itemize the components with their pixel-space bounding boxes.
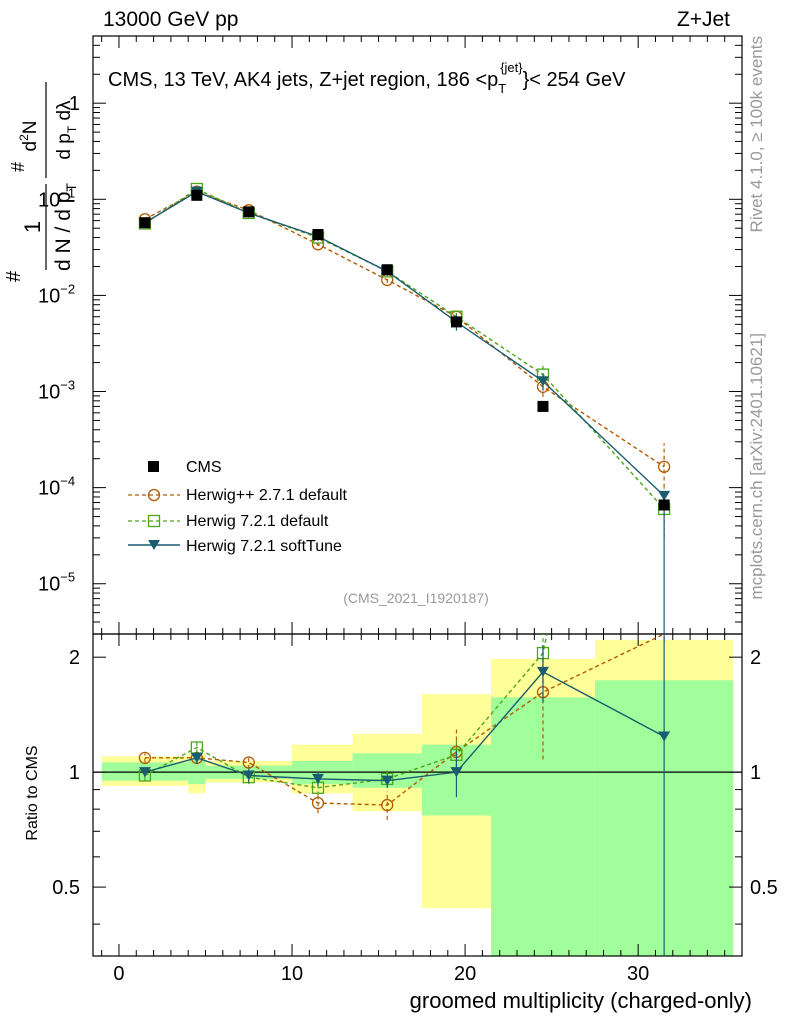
x-axis-label: groomed multiplicity (charged-only) (410, 988, 752, 1013)
y-tick-label: 10−2 (38, 281, 75, 307)
analysis-id: (CMS_2021_I1920187) (343, 590, 489, 606)
data-point-cms (537, 400, 549, 412)
ratio-tick-label-right: 2 (750, 647, 761, 669)
data-point-cms (243, 206, 255, 218)
y-tick-label: 10−3 (38, 378, 75, 404)
series-cms (139, 189, 670, 511)
ratio-line-herwigpp (144, 633, 665, 806)
plot-title: CMS, 13 TeV, AK4 jets, Z+jet region, 186… (108, 60, 626, 96)
legend-label-herwig7: Herwig 7.2.1 default (186, 513, 329, 530)
y-tick-exponent: −1 (60, 185, 75, 200)
x-tick-label: 20 (454, 963, 476, 985)
legend: CMS Herwig++ 2.7.1 default Herwig 7.2.1 … (128, 459, 348, 555)
ratio-point-softtune (450, 767, 463, 778)
ratio-point-softtune (658, 731, 671, 742)
side-mcplots-label: mcplots.cern.ch [arXiv:2401.10621] (747, 333, 766, 599)
title-sup: {jet} (500, 60, 523, 75)
ratio-tick-label-left: 2 (69, 647, 80, 669)
energy-label: 13000 GeV pp (103, 8, 238, 31)
legend-marker-cms (148, 461, 159, 472)
legend-entry-herwig7: Herwig 7.2.1 default (128, 513, 329, 530)
legend-label-herwigpp: Herwig++ 2.7.1 default (186, 487, 348, 504)
svg-text:1: 1 (20, 221, 45, 233)
ratio-point-softtune (311, 773, 324, 784)
ratio-point-herwigpp (138, 751, 152, 764)
legend-entry-softtune: Herwig 7.2.1 softTune (128, 538, 342, 555)
legend-marker-herwig7 (147, 514, 161, 528)
title-main: CMS, 13 TeV, AK4 jets, Z+jet region, 186… (108, 69, 498, 91)
ratio-point-softtune (536, 666, 549, 677)
ratio-point-softtune (190, 752, 203, 763)
ratio-tick-label-left: 1 (69, 762, 80, 784)
title-tail: }< 254 GeV (523, 69, 627, 91)
plot-frames (92, 35, 743, 957)
ratio-tick-label-right: 0.5 (750, 877, 778, 899)
ratio-point-herwigpp (242, 756, 255, 769)
main-point-softtune (536, 376, 549, 387)
data-point-cms (450, 316, 462, 328)
ratio-tick-label-left: 0.5 (52, 877, 80, 899)
y-axis-label: 1 d N / d pT # d2N d pT dλ # (3, 82, 79, 282)
x-tick-label: 0 (113, 963, 124, 985)
ratio-point-softtune (381, 775, 394, 786)
y-tick-label: 10−4 (38, 474, 75, 500)
y-tick-label: 10−5 (38, 570, 75, 596)
ratio-line-herwig7 (144, 633, 548, 789)
svg-text:d2N: d2N (17, 121, 41, 152)
y-tick-exponent: −3 (60, 378, 75, 393)
data-point-cms (381, 264, 393, 276)
series-layer (138, 182, 671, 956)
y-tick-exponent: −2 (60, 281, 75, 296)
main-line-softtune (144, 190, 665, 497)
svg-text:#: # (3, 270, 25, 282)
svg-text:#: # (8, 162, 28, 172)
legend-label-softtune: Herwig 7.2.1 softTune (186, 538, 342, 555)
data-point-cms (191, 189, 203, 201)
data-point-cms (658, 499, 670, 511)
ratio-point-softtune (138, 767, 151, 778)
legend-marker-herwigpp (147, 488, 161, 502)
ratio-point-softtune (242, 770, 255, 781)
ratio-point-herwigpp (381, 798, 394, 812)
process-label: Z+Jet (677, 8, 730, 31)
main-point-herwigpp (657, 460, 671, 473)
legend-label-cms: CMS (186, 459, 222, 476)
axis-ticks: 0 10 20 30 1 10−1 10−2 10−3 10−4 10−5 2 2 1 1 0.5 0.5 (38, 35, 778, 985)
ratio-frame (92, 633, 743, 957)
ratio-point-herwigpp (311, 796, 325, 810)
main-line-herwigpp (144, 190, 665, 468)
y-tick-exponent: −4 (60, 474, 75, 489)
legend-entry-cms: CMS (148, 459, 222, 476)
data-point-cms (312, 229, 324, 241)
side-rivet-label: Rivet 4.1.0, ≥ 100k events (747, 36, 766, 232)
main-line-herwig7 (144, 188, 665, 510)
data-point-cms (139, 217, 151, 229)
uncertainty-bands (101, 639, 734, 956)
y-tick-exponent: −5 (60, 570, 75, 585)
y-tick-label: 1 (69, 93, 80, 115)
legend-entry-herwigpp: Herwig++ 2.7.1 default (128, 487, 348, 504)
main-point-softtune (658, 490, 671, 501)
ratio-y-label: Ratio to CMS (24, 745, 41, 840)
band-inner-6 (491, 697, 595, 956)
x-tick-label: 30 (627, 963, 649, 985)
svg-text:d N / d pT: d N / d pT (52, 183, 79, 271)
ratio-line-softtune (144, 671, 665, 782)
x-tick-label: 10 (281, 963, 303, 985)
title-sub: T (498, 81, 506, 96)
ratio-tick-label-right: 1 (750, 762, 761, 784)
legend-marker-softtune (148, 540, 160, 550)
y-tick-label: 10−1 (38, 185, 75, 211)
